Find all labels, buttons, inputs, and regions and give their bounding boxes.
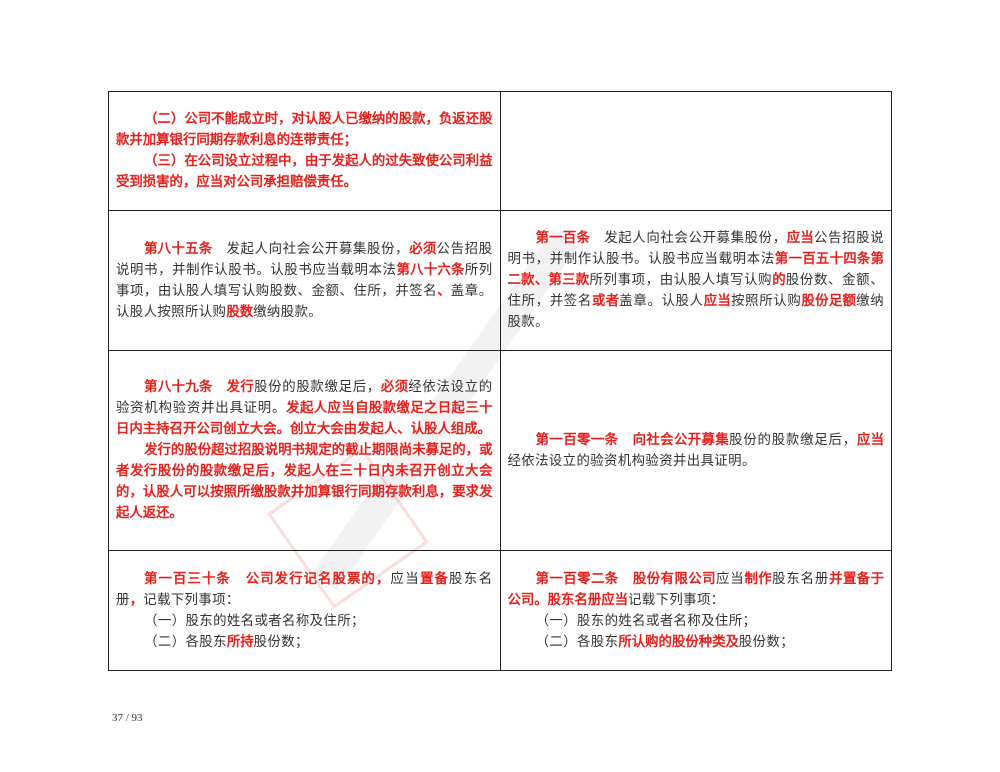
paragraph: （一）股东的姓名或者名称及住所； — [116, 611, 493, 632]
paragraph: （二）各股东所认购的股份种类及股份数； — [508, 632, 885, 653]
text — [618, 433, 632, 448]
highlighted-text: 第一百零一条 — [535, 432, 619, 448]
highlighted-text: ， — [129, 592, 144, 608]
text: 经依法设立的验资机构验资并出具证明。 — [507, 453, 756, 469]
highlighted-text: 第一百零二条 — [535, 571, 619, 587]
paragraph: 第一百条 发起人向社会公开募集股份，应当公告招股说明书，并制作认股书。认股书应当… — [508, 228, 885, 333]
paragraph: （三）在公司设立过程中，由于发起人的过失致使公司利益受到损害的，应当对公司承担赔… — [116, 151, 493, 193]
text: 所列事项，由认股人填写认购股数、金额、住所，并签名 — [116, 262, 493, 299]
highlighted-text: 第八十九条 — [144, 380, 213, 395]
highlighted-text: （二）公司不能成立时，对认股人已缴纳的股款，负返还股款并加算银行同期存款利息的连… — [116, 112, 493, 148]
highlighted-text: 股份足额 — [801, 294, 857, 309]
highlighted-text: 股数 — [226, 304, 254, 320]
text: 记载下列事项： — [143, 592, 240, 608]
text: 股份数； — [738, 634, 795, 650]
table-row: 第一百三十条 公司发行记名股票的，应当置备股东名册，记载下列事项： （一）股东的姓… — [108, 550, 892, 671]
highlighted-text: 并置备于公司。股东名册应当 — [507, 571, 885, 608]
text: 股份数； — [253, 634, 309, 650]
text: 所列事项，由认股人填写认购 — [589, 273, 773, 288]
text: 按照所认购 — [731, 294, 802, 309]
highlighted-text: 应当 — [856, 432, 885, 448]
old-law-cell: 第一百三十条 公司发行记名股票的，应当置备股东名册，记载下列事项： （一）股东的姓… — [108, 550, 501, 671]
paragraph: 第八十五条 发起人向社会公开募集股份，必须公告招股说明书，并制作认股书。认股书应… — [116, 239, 493, 323]
text: 发起人向社会公开募集股份， — [212, 241, 410, 257]
highlighted-text: 发行的股份超过招股说明书规定的截止期限尚未募足的，或者发行股份的股款缴足后，发起… — [116, 443, 493, 521]
highlighted-text: 向社会公开募集 — [632, 432, 730, 448]
text: 应当 — [715, 571, 745, 587]
paragraph: 第一百零一条 向社会公开募集股份的股款缴足后，应当经依法设立的验资机构验资并出具… — [508, 430, 885, 472]
text: 缴纳股款。 — [507, 294, 885, 330]
highlighted-text: （三）在公司设立过程中，由于发起人的过失致使公司利益受到损害的，应当对公司承担赔… — [116, 154, 493, 190]
highlighted-text: 第一百三十条 — [144, 571, 231, 587]
text: 盖章。认股人 — [619, 294, 704, 309]
highlighted-text: 应当 — [703, 294, 732, 309]
new-law-cell: 第一百零二条 股份有限公司应当制作股东名册并置备于公司。股东名册应当记载下列事项… — [499, 550, 892, 671]
text: （二）各股东 — [144, 634, 227, 650]
highlighted-text: 第一百五十四条第二款、第三款 — [507, 252, 885, 288]
text: 股东名册 — [772, 571, 830, 587]
paragraph: 第八十九条 发行股份的股款缴足后，必须经依法设立的验资机构验资并出具证明。发起人… — [116, 377, 493, 440]
paragraph: （一）股东的姓名或者名称及住所； — [508, 611, 885, 632]
text: 公告招股说明书，并制作认股书。认股书应当载明本法 — [116, 241, 493, 278]
text — [213, 380, 227, 395]
paragraph: 第一百三十条 公司发行记名股票的，应当置备股东名册，记载下列事项： — [116, 569, 493, 611]
text: 缴纳股款。 — [253, 304, 323, 320]
text: 发起人向社会公开募集股份， — [590, 231, 787, 246]
highlighted-text: 制作 — [744, 571, 773, 587]
highlighted-text: 或者 — [591, 294, 620, 309]
highlighted-text: 发行 — [226, 380, 255, 395]
text: 盖章。认股人按照所认购 — [116, 283, 493, 320]
text: （一）股东的姓名或者名称及住所； — [144, 613, 365, 629]
table-row: 第八十五条 发起人向社会公开募集股份，必须公告招股说明书，并制作认股书。认股书应… — [108, 210, 892, 351]
text: 股份的股款缴足后， — [729, 432, 857, 448]
highlighted-text: 所认购的股份种类及 — [618, 634, 739, 650]
old-law-cell: 第八十九条 发行股份的股款缴足后，必须经依法设立的验资机构验资并出具证明。发起人… — [108, 350, 501, 551]
table-row: （二）公司不能成立时，对认股人已缴纳的股款，负返还股款并加算银行同期存款利息的连… — [108, 91, 892, 211]
text: 股份数、金额、住所，并签名 — [507, 273, 885, 309]
highlighted-text: 第一百条 — [535, 231, 591, 246]
table-row: 第八十九条 发行股份的股款缴足后，必须经依法设立的验资机构验资并出具证明。发起人… — [108, 350, 892, 551]
new-law-cell: 第一百零一条 向社会公开募集股份的股款缴足后，应当经依法设立的验资机构验资并出具… — [499, 350, 892, 551]
page-number: 37 / 93 — [112, 712, 143, 724]
paragraph: 发行的股份超过招股说明书规定的截止期限尚未募足的，或者发行股份的股款缴足后，发起… — [116, 440, 493, 524]
text: 公告招股说明书，并制作认股书。认股书应当载明本法 — [507, 231, 884, 267]
text: 股东名册 — [116, 571, 493, 608]
new-law-cell — [499, 91, 892, 211]
highlighted-text: 的 — [772, 273, 786, 288]
text — [619, 572, 633, 587]
paragraph: （二）各股东所持股份数； — [116, 632, 493, 653]
highlighted-text: 、 — [437, 283, 451, 299]
highlighted-text: 应当 — [786, 231, 815, 246]
text: 记载下列事项： — [628, 592, 725, 608]
old-law-cell: （二）公司不能成立时，对认股人已缴纳的股款，负返还股款并加算银行同期存款利息的连… — [108, 91, 501, 211]
highlighted-text: 置备 — [420, 571, 449, 587]
paragraph: （二）公司不能成立时，对认股人已缴纳的股款，负返还股款并加算银行同期存款利息的连… — [116, 109, 493, 151]
highlighted-text: 股份有限公司 — [632, 571, 716, 587]
comparison-table: （二）公司不能成立时，对认股人已缴纳的股款，负返还股款并加算银行同期存款利息的连… — [108, 91, 892, 671]
highlighted-text: 公司发行记名股票的， — [245, 571, 391, 587]
highlighted-text: 必须 — [380, 380, 409, 395]
text: （一）股东的姓名或者名称及住所； — [535, 613, 757, 629]
text: 股份的股款缴足后， — [254, 380, 381, 395]
highlighted-text: 第八十五条 — [144, 241, 213, 257]
text: （二）各股东 — [535, 634, 619, 650]
highlighted-text: 必须 — [409, 241, 437, 257]
text — [231, 572, 246, 587]
highlighted-text: 发起人应当自股款缴足之日起三十日内主持召开公司创立大会。创立大会由发起人、认股人… — [116, 401, 493, 437]
old-law-cell: 第八十五条 发起人向社会公开募集股份，必须公告招股说明书，并制作认股书。认股书应… — [108, 210, 501, 351]
text: 应当 — [390, 571, 421, 587]
highlighted-text: 所持 — [226, 634, 254, 650]
new-law-cell: 第一百条 发起人向社会公开募集股份，应当公告招股说明书，并制作认股书。认股书应当… — [499, 210, 892, 351]
text: 经依法设立的验资机构验资并出具证明。 — [116, 380, 493, 416]
highlighted-text: 第八十六条 — [396, 262, 465, 278]
paragraph: 第一百零二条 股份有限公司应当制作股东名册并置备于公司。股东名册应当记载下列事项… — [508, 569, 885, 611]
